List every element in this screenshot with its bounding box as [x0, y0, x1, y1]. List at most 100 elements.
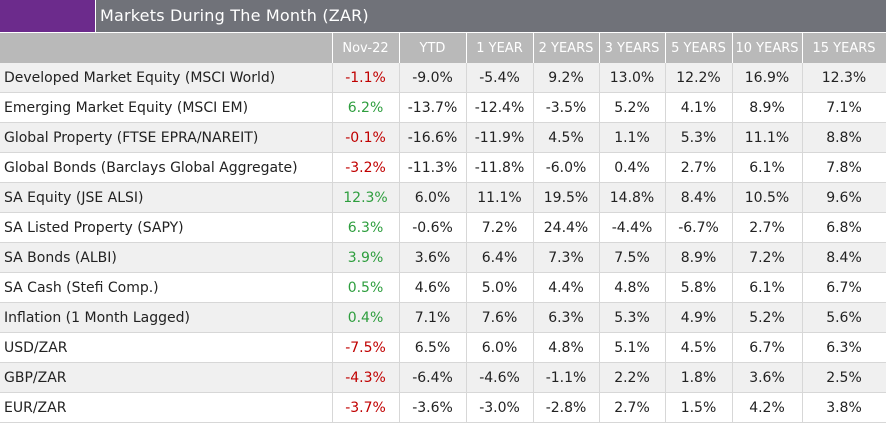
return-cell: 2.2% — [599, 362, 666, 393]
row-label: EUR/ZAR — [0, 392, 333, 423]
return-cell: 6.7% — [732, 332, 803, 363]
return-cell: 5.8% — [665, 272, 733, 303]
return-cell: -1.1% — [533, 362, 600, 393]
table-row: SA Cash (Stefi Comp.) 0.5% 4.6% 5.0% 4.4% 4.8… — [0, 272, 886, 303]
table-row: Emerging Market Equity (MSCI EM) 6.2% -13.… — [0, 92, 886, 123]
return-cell: 6.1% — [732, 152, 803, 183]
table-body: Developed Market Equity (MSCI World) -1.1… — [0, 63, 886, 423]
return-cell: 6.0% — [399, 182, 467, 213]
month-return-cell: 6.3% — [332, 212, 400, 243]
table-row: SA Listed Property (SAPY) 6.3% -0.6% 7.2% 24… — [0, 212, 886, 243]
return-cell: 4.8% — [599, 272, 666, 303]
return-cell: -11.8% — [466, 152, 534, 183]
row-label: SA Listed Property (SAPY) — [0, 212, 333, 243]
return-cell: -11.9% — [466, 122, 534, 153]
row-label: SA Bonds (ALBI) — [0, 242, 333, 273]
return-cell: -3.6% — [399, 392, 467, 423]
return-cell: 7.5% — [599, 242, 666, 273]
return-cell: -5.4% — [466, 63, 534, 93]
month-return-cell: 3.9% — [332, 242, 400, 273]
return-cell: 2.7% — [665, 152, 733, 183]
column-header: YTD — [399, 33, 467, 63]
return-cell: 8.9% — [732, 92, 803, 123]
table-row: Inflation (1 Month Lagged) 0.4% 7.1% 7.6% 6.… — [0, 302, 886, 333]
column-header: 10 YEARS — [732, 33, 803, 63]
month-return-cell: -0.1% — [332, 122, 400, 153]
return-cell: 4.5% — [533, 122, 600, 153]
table-row: SA Bonds (ALBI) 3.9% 3.6% 6.4% 7.3% 7.5% 8.9% 7… — [0, 242, 886, 273]
return-cell: 7.1% — [802, 92, 886, 123]
return-cell: 9.2% — [533, 63, 600, 93]
column-header: 15 YEARS — [802, 33, 886, 63]
return-cell: -2.8% — [533, 392, 600, 423]
return-cell: 11.1% — [466, 182, 534, 213]
return-cell: -0.6% — [399, 212, 467, 243]
return-cell: 7.1% — [399, 302, 467, 333]
return-cell: 12.2% — [665, 63, 733, 93]
return-cell: 2.7% — [599, 392, 666, 423]
table-row: EUR/ZAR -3.7% -3.6% -3.0% -2.8% 2.7% 1.5% 4.2% 3… — [0, 392, 886, 423]
return-cell: 8.4% — [665, 182, 733, 213]
return-cell: 7.3% — [533, 242, 600, 273]
return-cell: -3.5% — [533, 92, 600, 123]
return-cell: 11.1% — [732, 122, 803, 153]
row-label: SA Equity (JSE ALSI) — [0, 182, 333, 213]
return-cell: -12.4% — [466, 92, 534, 123]
month-return-cell: 0.4% — [332, 302, 400, 333]
brand-color-block — [0, 0, 96, 32]
return-cell: 1.5% — [665, 392, 733, 423]
return-cell: 5.2% — [599, 92, 666, 123]
return-cell: 5.6% — [802, 302, 886, 333]
month-return-cell: -7.5% — [332, 332, 400, 363]
table-row: USD/ZAR -7.5% 6.5% 6.0% 4.8% 5.1% 4.5% 6.7% 6.3% — [0, 332, 886, 363]
return-cell: 24.4% — [533, 212, 600, 243]
return-cell: 3.8% — [802, 392, 886, 423]
return-cell: -6.0% — [533, 152, 600, 183]
return-cell: 19.5% — [533, 182, 600, 213]
return-cell: 6.4% — [466, 242, 534, 273]
return-cell: 6.1% — [732, 272, 803, 303]
return-cell: -4.6% — [466, 362, 534, 393]
return-cell: 4.9% — [665, 302, 733, 333]
return-cell: 10.5% — [732, 182, 803, 213]
return-cell: 1.8% — [665, 362, 733, 393]
month-return-cell: -3.2% — [332, 152, 400, 183]
row-label: USD/ZAR — [0, 332, 333, 363]
header-row: Nov-22 YTD 1 YEAR 2 YEARS 3 YEARS 5 YEAR… — [0, 33, 886, 63]
month-return-cell: -3.7% — [332, 392, 400, 423]
return-cell: 12.3% — [802, 63, 886, 93]
row-label: Global Bonds (Barclays Global Aggregate) — [0, 152, 333, 183]
return-cell: 6.3% — [533, 302, 600, 333]
return-cell: 14.8% — [599, 182, 666, 213]
return-cell: 7.2% — [732, 242, 803, 273]
table-row: Global Property (FTSE EPRA/NAREIT) -0.1% -… — [0, 122, 886, 153]
return-cell: 0.4% — [599, 152, 666, 183]
return-cell: 8.9% — [665, 242, 733, 273]
table-title: Markets During The Month (ZAR) — [100, 6, 369, 25]
markets-table: Nov-22 YTD 1 YEAR 2 YEARS 3 YEARS 5 YEAR… — [0, 33, 886, 423]
return-cell: 4.1% — [665, 92, 733, 123]
return-cell: 7.2% — [466, 212, 534, 243]
table-row: GBP/ZAR -4.3% -6.4% -4.6% -1.1% 2.2% 1.8% 3.6% 2… — [0, 362, 886, 393]
column-header: 1 YEAR — [466, 33, 534, 63]
month-return-cell: -1.1% — [332, 63, 400, 93]
return-cell: 2.5% — [802, 362, 886, 393]
return-cell: 9.6% — [802, 182, 886, 213]
row-label: SA Cash (Stefi Comp.) — [0, 272, 333, 303]
row-label: Inflation (1 Month Lagged) — [0, 302, 333, 333]
month-return-cell: -4.3% — [332, 362, 400, 393]
month-return-cell: 6.2% — [332, 92, 400, 123]
month-return-cell: 0.5% — [332, 272, 400, 303]
header-blank-cell — [0, 33, 333, 63]
return-cell: 8.8% — [802, 122, 886, 153]
return-cell: 5.3% — [599, 302, 666, 333]
column-header: 5 YEARS — [665, 33, 733, 63]
table-row: SA Equity (JSE ALSI) 12.3% 6.0% 11.1% 19.5% 1… — [0, 182, 886, 213]
return-cell: 13.0% — [599, 63, 666, 93]
table-row: Developed Market Equity (MSCI World) -1.1… — [0, 63, 886, 93]
return-cell: 7.6% — [466, 302, 534, 333]
return-cell: 5.3% — [665, 122, 733, 153]
return-cell: 4.5% — [665, 332, 733, 363]
month-return-cell: 12.3% — [332, 182, 400, 213]
